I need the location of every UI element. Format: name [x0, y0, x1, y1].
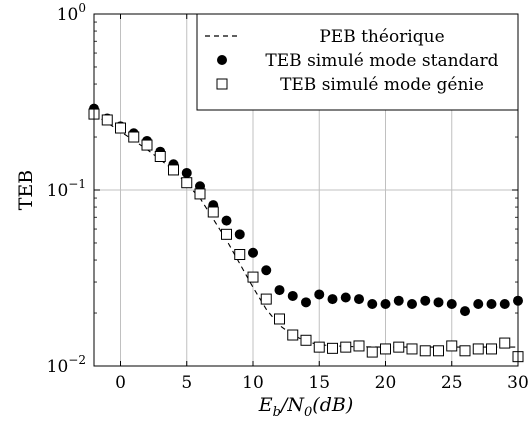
legend-symbol-standard — [217, 55, 227, 65]
data-point-standard — [181, 167, 192, 178]
data-point-genie — [406, 343, 418, 355]
data-point-genie — [393, 341, 405, 353]
data-point-standard — [420, 295, 431, 306]
data-point-genie — [141, 139, 153, 151]
data-point-standard — [460, 306, 470, 317]
x-tick-label: 0 — [115, 373, 126, 393]
data-point-genie — [353, 340, 365, 352]
legend-symbol-genie — [216, 78, 228, 90]
data-point-standard — [234, 229, 245, 240]
data-point-genie — [274, 313, 285, 325]
data-point-genie — [300, 334, 312, 346]
data-point-genie — [340, 341, 352, 353]
x-axis-label: Eb/N0(dB) — [258, 394, 353, 420]
data-point-genie — [313, 341, 325, 353]
x-tick-label: 20 — [375, 373, 397, 393]
data-point-genie — [154, 151, 166, 163]
data-point-genie — [128, 131, 140, 143]
data-point-standard — [354, 294, 364, 305]
data-point-genie — [486, 343, 497, 355]
data-point-genie — [247, 271, 259, 283]
y-axis-label: TEB — [15, 170, 37, 211]
data-point-genie — [366, 346, 378, 358]
data-point-genie — [446, 340, 458, 352]
data-point-genie — [327, 342, 338, 354]
data-point-standard — [221, 215, 232, 226]
data-point-standard — [407, 299, 417, 310]
data-point-standard — [261, 265, 272, 276]
data-point-standard — [486, 299, 497, 310]
data-point-genie — [181, 177, 193, 189]
data-point-standard — [301, 297, 311, 308]
x-tick-label: 15 — [308, 373, 330, 393]
plot-area — [88, 103, 524, 363]
x-tick-label: 10 — [242, 373, 264, 393]
data-point-genie — [433, 345, 444, 357]
data-point-standard — [499, 299, 510, 310]
legend-label-standard: TEB simulé mode standard — [265, 51, 498, 71]
data-point-standard — [248, 247, 258, 258]
data-point-standard — [287, 290, 298, 301]
data-point-genie — [287, 329, 299, 341]
legend: PEB théorique TEB simulé mode standard T… — [196, 13, 519, 111]
data-point-standard — [274, 285, 285, 296]
data-point-standard — [473, 299, 484, 310]
data-point-standard — [393, 295, 404, 306]
data-point-standard — [380, 299, 391, 310]
data-point-genie — [221, 228, 232, 240]
data-point-standard — [314, 289, 325, 300]
data-point-genie — [260, 293, 272, 305]
x-tick-label: 25 — [441, 373, 463, 393]
axis-ticks: 0 5 10 15 20 25 30 100 10−1 10−2 — [47, 1, 529, 393]
data-point-standard — [340, 292, 351, 303]
data-point-genie — [207, 206, 219, 218]
data-point-genie — [194, 188, 206, 200]
legend-label-theory: PEB théorique — [319, 27, 444, 47]
data-point-standard — [327, 294, 338, 305]
data-point-standard — [433, 297, 444, 308]
data-point-genie — [101, 114, 113, 126]
data-point-genie — [459, 345, 471, 357]
data-point-genie — [499, 337, 511, 349]
data-point-genie — [168, 164, 179, 176]
data-point-genie — [419, 345, 431, 357]
data-point-genie — [115, 122, 126, 134]
y-tick-label: 100 — [57, 1, 86, 25]
data-point-standard — [446, 299, 457, 310]
data-point-standard — [367, 299, 378, 310]
legend-label-genie: TEB simulé mode génie — [280, 75, 484, 95]
y-tick-label: 10−1 — [47, 177, 86, 201]
data-point-genie — [380, 343, 391, 355]
data-point-genie — [234, 249, 246, 261]
x-tick-label: 30 — [507, 373, 529, 393]
data-point-genie — [472, 343, 484, 355]
x-tick-label: 5 — [181, 373, 192, 393]
y-tick-label: 10−2 — [47, 353, 86, 377]
legend-box — [196, 13, 519, 111]
